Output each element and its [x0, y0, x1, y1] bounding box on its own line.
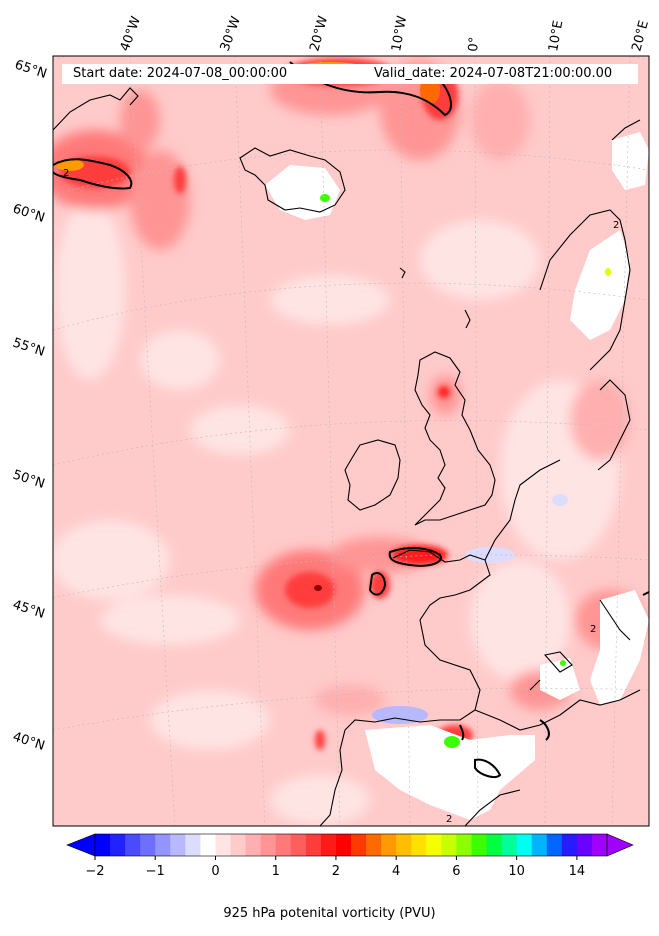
colorbar-segment — [155, 834, 171, 856]
colorbar-segment — [320, 834, 337, 856]
colorbar-segment — [441, 834, 457, 856]
colorbar-segment — [290, 834, 307, 856]
colorbar-segment — [305, 834, 322, 856]
graticule — [53, 56, 649, 826]
colorbar-tick-label: 14 — [569, 864, 586, 879]
lon-label: 10°E — [546, 19, 566, 52]
colorbar-tick-label: 0 — [211, 864, 219, 879]
colorbar-tick-label: 1 — [272, 864, 280, 879]
colorbar-segment — [471, 834, 488, 856]
colorbar-segment — [215, 834, 232, 856]
colorbar-segment — [486, 834, 503, 856]
colorbar-segment — [170, 834, 186, 856]
contour-label: 2 — [590, 624, 596, 635]
colorbar-segment — [351, 834, 367, 856]
colorbar-segment — [516, 834, 533, 856]
colorbar-segment — [501, 834, 518, 856]
colorbar-segment — [546, 834, 563, 856]
contour-label: 2 — [446, 814, 452, 825]
colorbar-tick-label: 10 — [508, 864, 525, 879]
lon-label: 0° — [466, 36, 482, 52]
colorbar: −2 −1 0 1 2 4 6 10 14 — [66, 833, 634, 879]
colorbar-segment — [335, 834, 352, 856]
colorbar-segment — [411, 834, 427, 856]
coastlines — [53, 87, 641, 826]
lat-label: 55°N — [11, 336, 47, 360]
lat-label: 45°N — [11, 598, 47, 622]
colorbar-tick-label: −1 — [146, 864, 165, 879]
lat-label: 60°N — [11, 202, 47, 226]
colorbar-segment — [561, 834, 578, 856]
colorbar-segment — [140, 834, 156, 856]
colorbar-segment — [245, 834, 262, 856]
colorbar-segment — [531, 834, 548, 856]
colorbar-segment — [260, 834, 277, 856]
lon-label: 20°E — [629, 19, 652, 53]
lon-label: 40°W — [118, 14, 144, 53]
colorbar-segment — [230, 834, 247, 856]
lat-label: 50°N — [11, 468, 47, 492]
colorbar-tick-label: 4 — [392, 864, 400, 879]
colorbar-segment — [381, 834, 397, 856]
lat-label: 65°N — [13, 58, 49, 82]
colorbar-tick-label: 6 — [452, 864, 460, 879]
colorbar-segment — [591, 834, 608, 856]
contour-label: 2 — [63, 168, 69, 179]
colorbar-segment — [95, 834, 111, 856]
colorbar-extend-low — [66, 833, 96, 857]
lat-labels: 65°N 60°N 55°N 50°N 45°N 40°N — [11, 58, 49, 754]
lat-label: 40°N — [11, 730, 47, 754]
colorbar-segment — [110, 834, 126, 856]
colorbar-segment — [576, 834, 593, 856]
map-frame — [52, 55, 650, 827]
lon-labels: 40°W 30°W 20°W 10°W 0° 10°E 20°E — [118, 14, 652, 53]
colorbar-tick-label: −2 — [85, 864, 104, 879]
colorbar-segment — [426, 834, 442, 856]
colorbar-outline — [94, 833, 608, 857]
contour-labels: 2 2 2 2 — [63, 168, 619, 825]
colorbar-segment — [396, 834, 412, 856]
lon-label: 20°W — [307, 14, 331, 53]
colorbar-segment — [125, 834, 141, 856]
pv-field — [53, 56, 649, 826]
colorbar-title: 925 hPa potenital vorticity (PVU) — [223, 906, 436, 921]
colorbar-segments — [66, 833, 634, 857]
header-box — [62, 64, 638, 84]
colorbar-segment — [185, 834, 201, 856]
pv-map: 40°W 30°W 20°W 10°W 0° 10°E 20°E 65°N 60… — [11, 14, 652, 827]
colorbar-tick-label: 2 — [332, 864, 340, 879]
contour-label: 2 — [613, 220, 619, 231]
colorbar-segment — [456, 834, 472, 856]
lon-label: 10°W — [389, 15, 410, 53]
start-date-label: Start date: 2024-07-08_00:00:00 — [73, 66, 288, 81]
colorbar-segment — [275, 834, 292, 856]
colorbar-segment — [366, 834, 382, 856]
colorbar-extend-high — [606, 833, 634, 857]
colorbar-ticks: −2 −1 0 1 2 4 6 10 14 — [85, 856, 585, 879]
valid-date-label: Valid_date: 2024-07-08T21:00:00.00 — [374, 66, 613, 81]
lon-label: 30°W — [218, 14, 244, 53]
colorbar-segment — [200, 834, 216, 856]
